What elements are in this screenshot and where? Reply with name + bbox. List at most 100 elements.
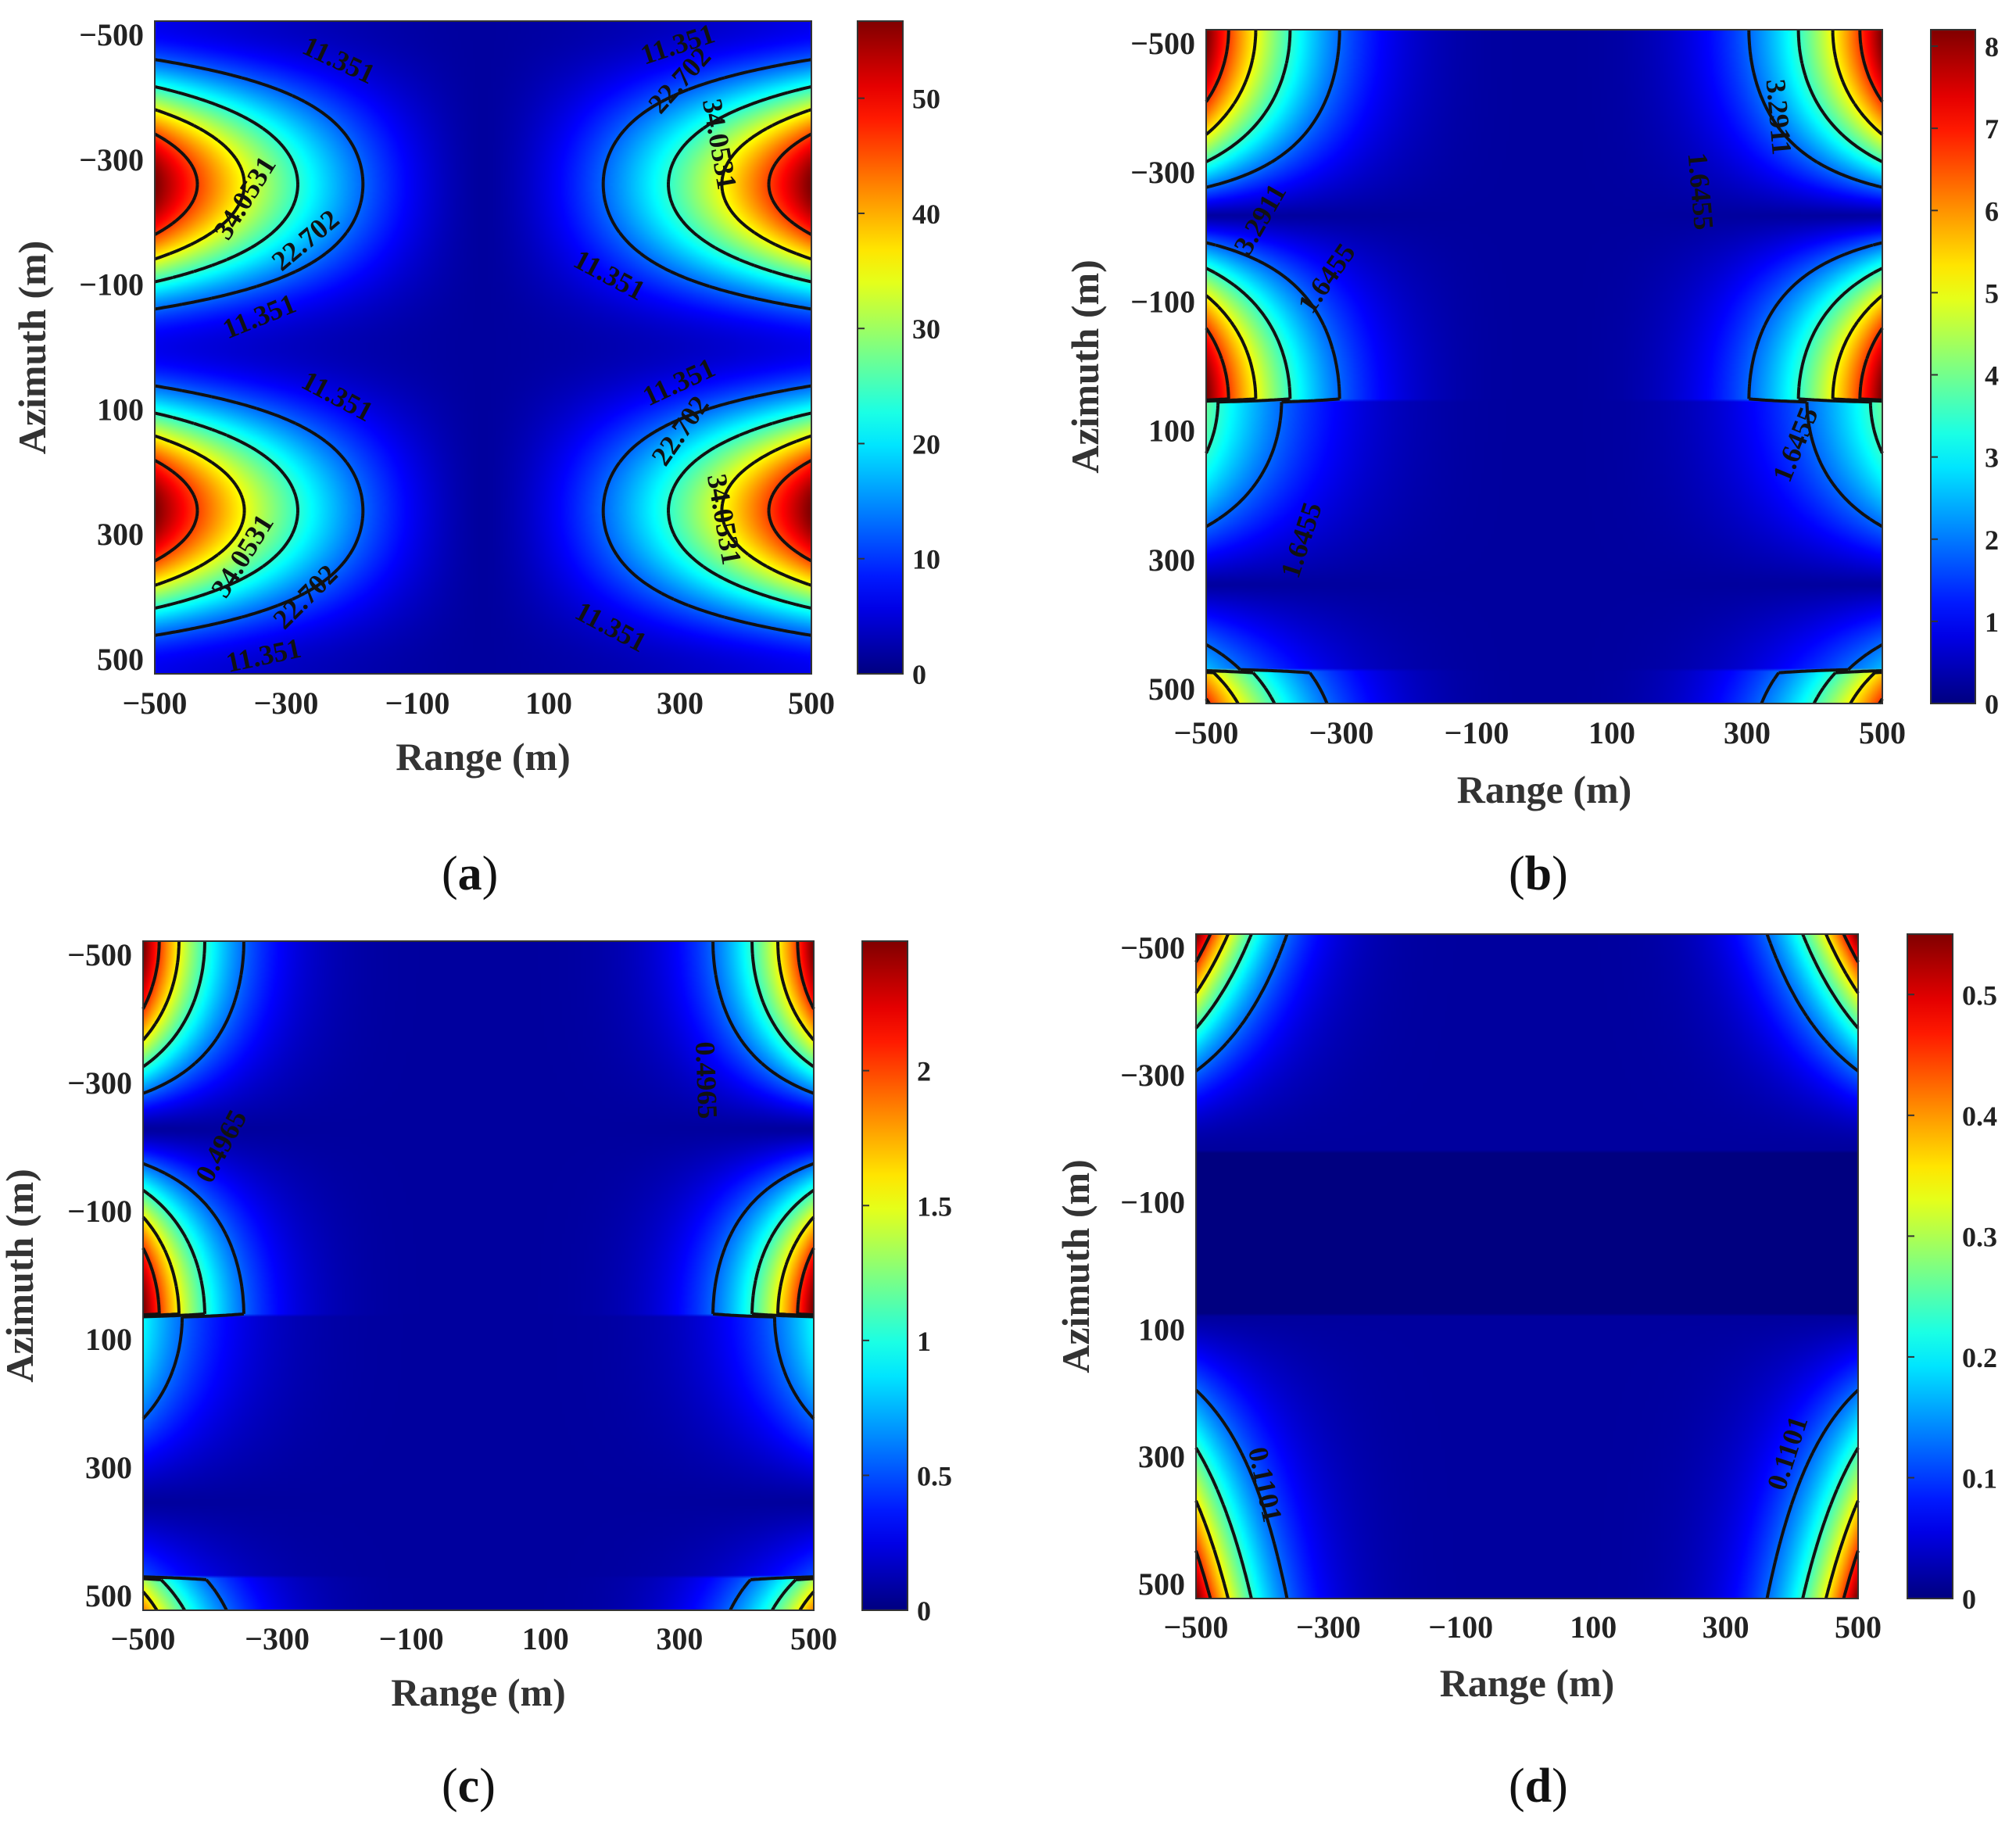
x-tick-d-5: 500: [1835, 1609, 1882, 1645]
x-tick-d-1: −300: [1296, 1609, 1361, 1645]
contour-line-c-0: [141, 941, 815, 1611]
y-tick-a-4: 300: [97, 517, 144, 552]
x-tick-c-2: −100: [379, 1621, 444, 1656]
x-tick-d-3: 100: [1570, 1609, 1617, 1645]
colorbar-tick-d-0: 0: [1962, 1584, 1976, 1615]
y-tick-a-5: 500: [97, 642, 144, 677]
contour-line-d-3: [1194, 933, 1860, 1599]
colorbar-tick-c-1: 0.5: [917, 1460, 952, 1491]
heatmap-d: [1196, 934, 1858, 1599]
x-tick-a-0: −500: [123, 686, 188, 721]
x-tick-b-4: 300: [1724, 715, 1771, 750]
contour-label-b-5: 3.2911: [1760, 78, 1798, 156]
colorbar-a: [857, 20, 904, 675]
colorbar-c: [861, 940, 908, 1611]
colorbar-tick-d-4: 0.4: [1962, 1101, 1997, 1132]
colorbar-tick-b-0: 0: [1985, 689, 1999, 720]
x-tick-b-2: −100: [1445, 715, 1509, 750]
y-tick-b-5: 500: [1148, 671, 1195, 707]
contour-line-a-1: [154, 84, 812, 610]
x-tick-d-0: −500: [1164, 1609, 1229, 1645]
contour-line-c-1: [141, 940, 815, 1612]
x-axis-title-c: Range (m): [391, 1670, 566, 1714]
contour-line-b-0: [1205, 30, 1883, 704]
colorbar-tick-a-4: 40: [912, 199, 940, 230]
y-tick-a-3: 100: [97, 392, 144, 427]
x-tick-c-3: 100: [522, 1621, 569, 1656]
y-axis-title-b: Azimuth (m): [1063, 260, 1107, 474]
heatmap-c: [143, 941, 814, 1610]
x-tick-a-3: 100: [525, 686, 572, 721]
contours-c: [141, 940, 815, 1612]
y-tick-b-3: 100: [1148, 414, 1195, 449]
contour-label-b-1: 1.6455: [1681, 152, 1719, 231]
x-axis-title-a: Range (m): [396, 735, 571, 779]
colorbar-tick-a-0: 0: [912, 659, 926, 690]
colorbar-tick-c-3: 1.5: [917, 1190, 952, 1222]
x-tick-c-5: 500: [790, 1621, 837, 1656]
y-tick-c-1: −300: [67, 1065, 132, 1101]
y-tick-a-1: −300: [79, 142, 144, 177]
x-tick-a-4: 300: [657, 686, 704, 721]
x-tick-c-1: −300: [245, 1621, 310, 1656]
contour-line-b-3: [1205, 30, 1884, 705]
colorbar-tick-c-0: 0: [917, 1595, 931, 1627]
x-tick-a-1: −300: [254, 686, 319, 721]
contour-label-c-1: 0.4965: [689, 1041, 723, 1119]
colorbar-tick-d-5: 0.5: [1962, 979, 1997, 1011]
colorbar-tick-a-2: 20: [912, 428, 940, 460]
y-tick-d-4: 300: [1138, 1439, 1185, 1474]
y-tick-c-5: 500: [85, 1578, 132, 1613]
colorbar-tick-b-4: 4: [1985, 360, 1999, 392]
colorbar-tick-a-5: 50: [912, 84, 940, 115]
x-tick-a-5: 500: [788, 686, 835, 721]
y-tick-c-3: 100: [85, 1322, 132, 1357]
y-axis-title-d: Azimuth (m): [1054, 1159, 1098, 1373]
y-tick-d-5: 500: [1138, 1566, 1185, 1602]
x-axis-title-d: Range (m): [1440, 1661, 1615, 1705]
y-axis-title-a: Azimuth (m): [10, 241, 54, 455]
colorbar-tick-b-1: 1: [1985, 607, 1999, 638]
x-tick-a-2: −100: [385, 686, 450, 721]
contours-b: [1205, 29, 1884, 705]
panel-d-caption: (d): [1509, 1760, 1568, 1813]
y-tick-c-2: −100: [67, 1194, 132, 1229]
panel-a-caption: (a): [442, 847, 499, 900]
panel-b-caption: (b): [1509, 847, 1568, 900]
colorbar-tick-d-3: 0.3: [1962, 1221, 1997, 1252]
colorbar-tick-b-2: 2: [1985, 525, 1999, 556]
colorbar-tick-b-6: 6: [1985, 195, 1999, 227]
x-tick-c-0: −500: [111, 1621, 176, 1656]
colorbar-tick-b-7: 7: [1985, 113, 1999, 145]
y-tick-d-0: −500: [1120, 930, 1185, 965]
y-tick-d-1: −300: [1120, 1058, 1185, 1093]
colorbar-tick-d-1: 0.1: [1962, 1463, 1997, 1494]
y-tick-a-2: −100: [79, 267, 144, 303]
y-tick-b-1: −300: [1130, 155, 1195, 190]
contour-line-a-0: [154, 58, 812, 637]
plot-frame-a: [154, 20, 812, 675]
x-tick-b-1: −300: [1309, 715, 1374, 750]
contour-line-b-2: [1205, 30, 1884, 704]
y-tick-b-2: −100: [1130, 284, 1195, 319]
x-tick-d-2: −100: [1428, 1609, 1493, 1645]
colorbar-tick-d-2: 0.2: [1962, 1342, 1997, 1373]
colorbar-b: [1930, 29, 1976, 704]
colorbar-tick-b-5: 5: [1985, 277, 1999, 309]
colorbar-tick-a-1: 10: [912, 544, 940, 575]
y-tick-d-2: −100: [1120, 1185, 1185, 1220]
heatmap-b: [1206, 30, 1882, 704]
colorbar-d: [1907, 933, 1953, 1599]
plot-frame-d: [1195, 933, 1859, 1599]
contour-line-b-1: [1205, 29, 1884, 704]
y-tick-c-4: 300: [85, 1450, 132, 1485]
x-tick-b-3: 100: [1588, 715, 1635, 750]
x-tick-c-4: 300: [656, 1621, 703, 1656]
contour-line-d-2: [1194, 933, 1860, 1599]
contour-line-d-1: [1194, 933, 1860, 1599]
